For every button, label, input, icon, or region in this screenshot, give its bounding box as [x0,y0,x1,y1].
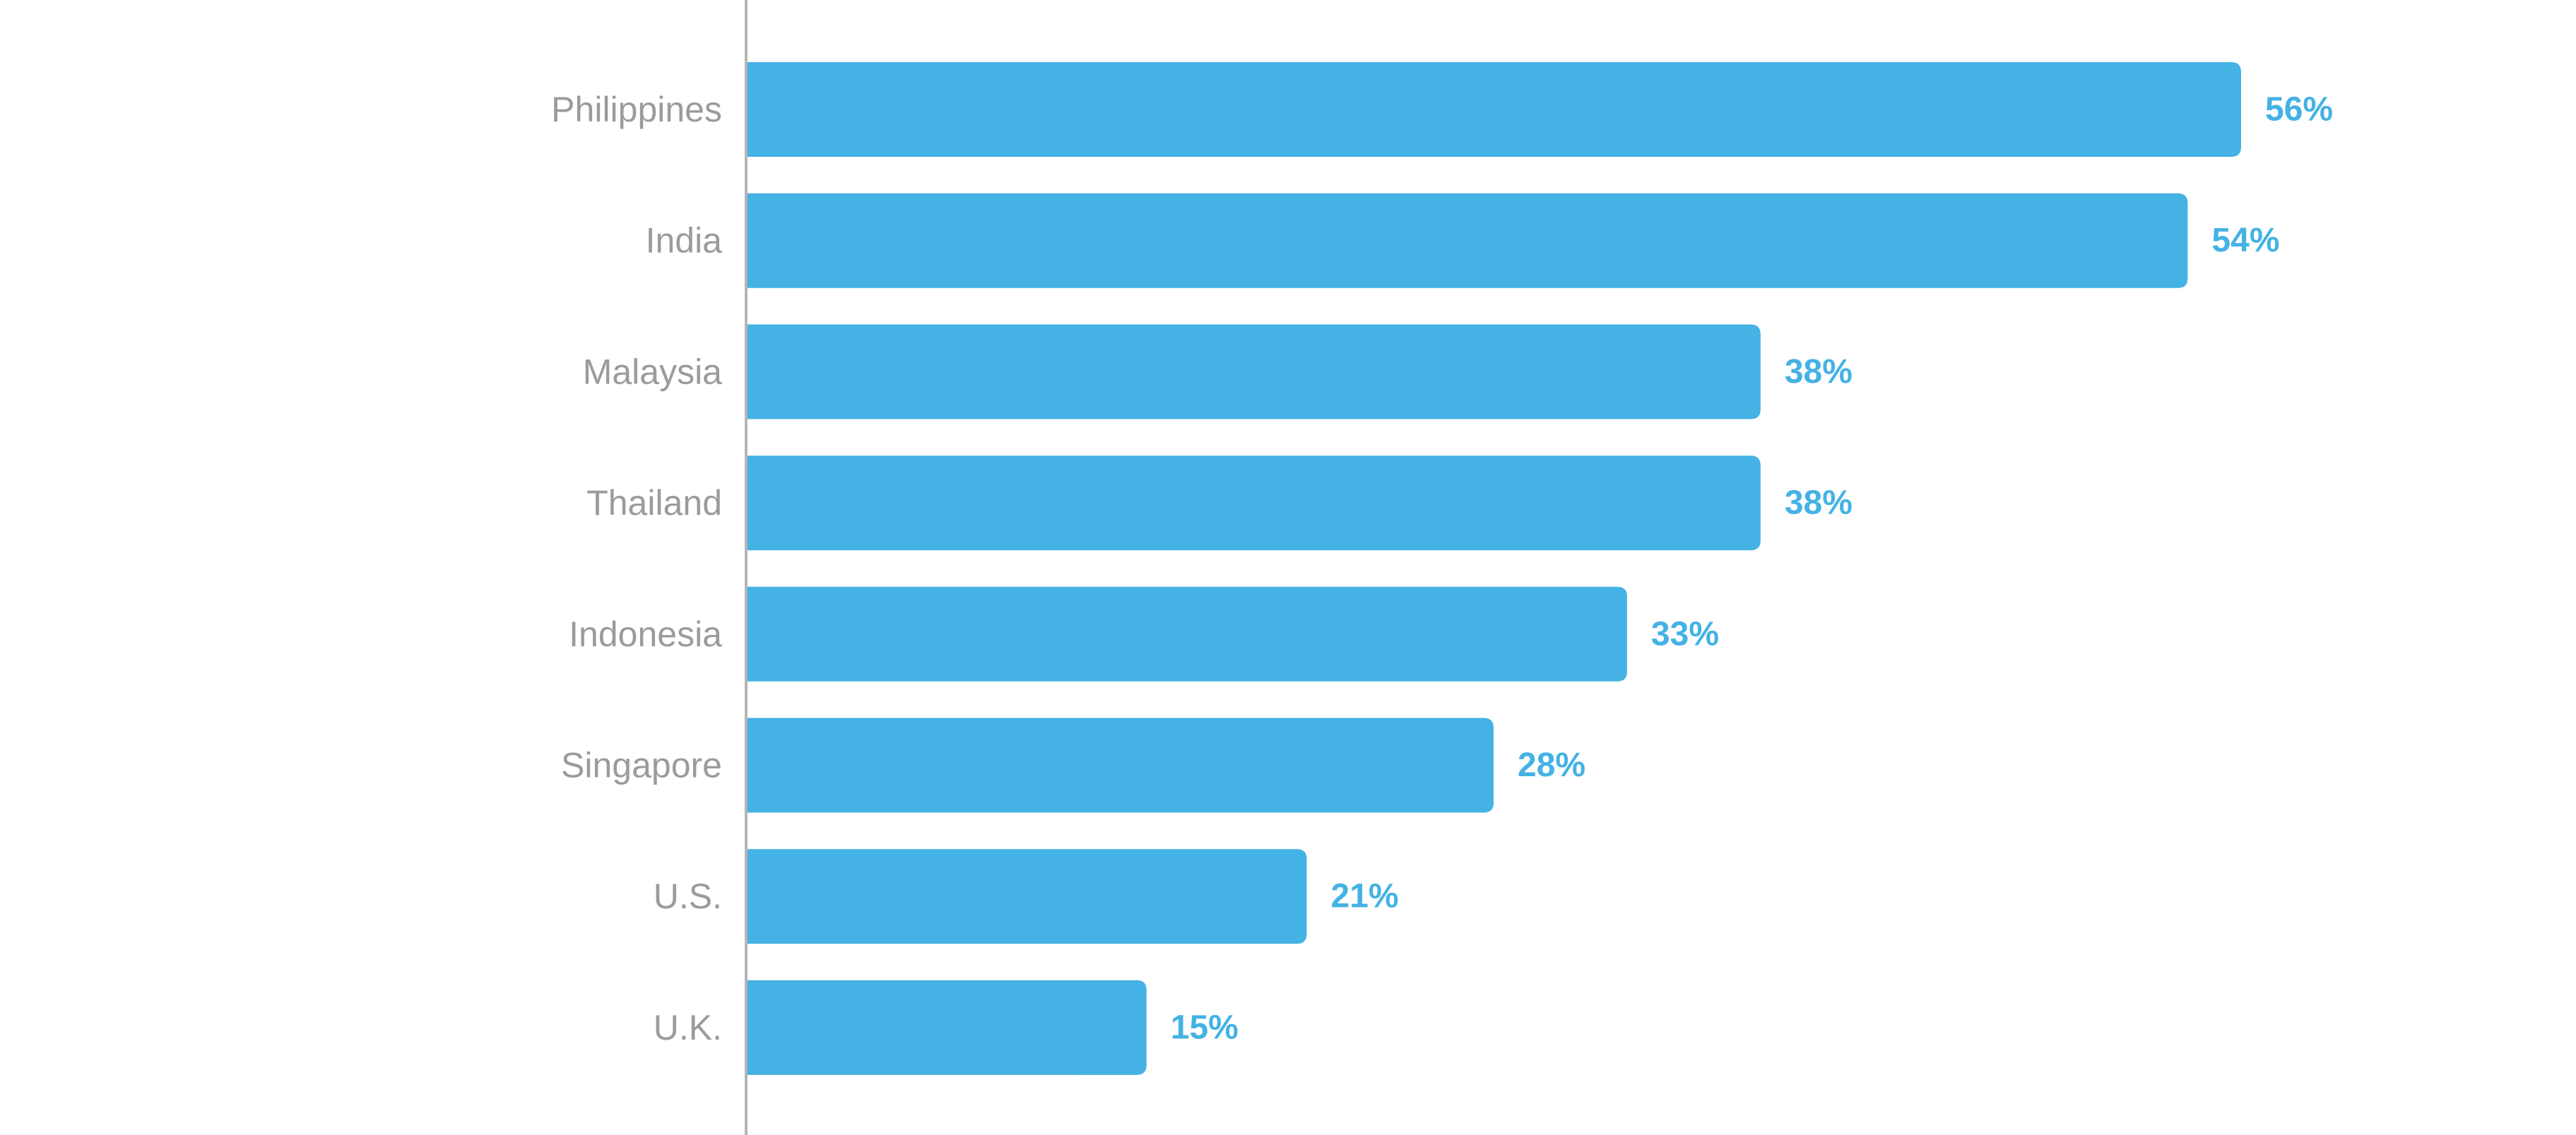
category-label-u-s: U.S. [654,876,722,916]
category-label-u-k: U.K. [654,1008,722,1047]
bar-indonesia [746,586,1627,682]
bar-thailand [746,456,1761,551]
category-label-philippines: Philippines [551,90,722,129]
value-label-malaysia: 38% [1785,353,1853,391]
bar-malaysia [746,324,1761,420]
value-label-indonesia: 33% [1651,615,1719,653]
bar-singapore [746,718,1494,813]
category-label-thailand: Thailand [586,483,722,523]
category-label-indonesia: Indonesia [569,614,722,654]
value-label-u-s: 21% [1331,878,1399,915]
value-label-u-k: 15% [1171,1009,1239,1046]
labels-group: Philippines 56% India 54% Malaysia 38% Thailan… [551,90,2333,1047]
category-label-india: India [646,221,723,261]
category-label-singapore: Singapore [561,746,722,785]
value-label-thailand: 38% [1785,485,1853,522]
value-label-india: 54% [2211,222,2279,259]
bar-philippines [746,62,2241,157]
bar-u-k [746,980,1147,1075]
bar-u-s [746,849,1307,944]
value-label-singapore: 28% [1518,747,1585,784]
category-label-malaysia: Malaysia [583,352,722,391]
bars-group [746,62,2241,1075]
bar-india [746,193,2188,288]
value-label-philippines: 56% [2265,91,2333,129]
